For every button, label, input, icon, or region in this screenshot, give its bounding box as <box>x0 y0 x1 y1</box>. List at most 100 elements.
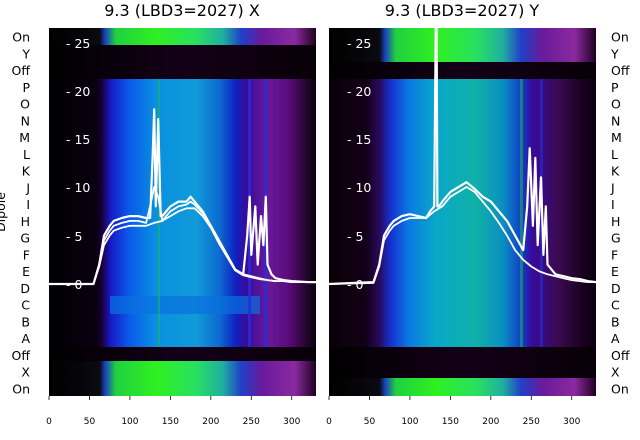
row-label: I <box>611 197 615 212</box>
overlay-y-ticks: - 25 - 20 - 15 - 10 - 5 - 0 <box>66 36 90 292</box>
row-label: C <box>611 298 620 313</box>
chart-title: 9.3 (LBD3=2027) Y <box>385 1 540 20</box>
heatmap-band-dipoles <box>329 79 596 347</box>
row-label: L <box>611 147 618 162</box>
overlay-y-tick: - 20 <box>347 84 371 99</box>
row-label: D <box>611 281 621 296</box>
row-label: H <box>611 214 620 229</box>
overlay-lines <box>49 108 316 286</box>
row-label: O <box>611 97 621 112</box>
row-label: B <box>21 314 30 329</box>
row-label: On <box>611 30 629 45</box>
x-tick-label: 50 <box>84 417 96 427</box>
series-line <box>49 207 316 285</box>
x-tick-label: 300 <box>563 417 580 427</box>
x-tick-label: 0 <box>326 417 332 427</box>
x-tick-label: 150 <box>162 417 179 427</box>
heatmap-band-on-bottom <box>329 378 596 396</box>
x-axis-ticks: 0 50 100 150 200 250 300 <box>326 396 581 427</box>
overlay-y-tick: - 15 <box>347 132 371 147</box>
row-label: G <box>611 231 621 246</box>
chart-title: 9.3 (LBD3=2027) X <box>104 1 260 20</box>
row-label: N <box>21 113 30 128</box>
heatmap-column <box>158 79 160 347</box>
row-label: Off <box>12 63 31 78</box>
row-label: Off <box>611 63 630 78</box>
heatmap-band-off-bottom <box>49 347 316 361</box>
overlay-y-tick: - 20 <box>66 84 90 99</box>
overlay-y-tick: - 25 <box>66 36 90 51</box>
row-label: On <box>12 381 30 396</box>
row-label: X <box>611 365 620 380</box>
row-label: X <box>21 365 30 380</box>
row-label: L <box>23 147 30 162</box>
series-line <box>328 186 596 285</box>
x-tick-label: 50 <box>364 417 376 427</box>
y-axis-label: Dipole <box>0 192 8 232</box>
overlay-y-tick: - 25 <box>347 36 371 51</box>
row-label: Y <box>21 46 30 61</box>
heatmap-band-on-top <box>329 28 596 62</box>
x-tick-label: 100 <box>121 417 138 427</box>
panel-x: 9.3 (LBD3=2027) X - 25 - 20 - 15 - 10 - … <box>0 1 316 427</box>
row-label: On <box>611 381 629 396</box>
row-label: N <box>611 113 620 128</box>
row-label: I <box>26 197 30 212</box>
row-label: G <box>20 231 30 246</box>
series-line <box>49 108 316 286</box>
row-label: D <box>20 281 30 296</box>
row-label: F <box>23 247 30 262</box>
row-label: P <box>22 80 30 95</box>
row-label: F <box>611 247 618 262</box>
row-label: A <box>611 331 620 346</box>
x-tick-label: 150 <box>442 417 459 427</box>
heatmap-area <box>329 28 596 396</box>
row-label: H <box>21 214 30 229</box>
x-tick-label: 250 <box>243 417 260 427</box>
overlay-y-tick: - 10 <box>347 180 371 195</box>
row-label: On <box>12 30 30 45</box>
row-label: P <box>611 80 619 95</box>
x-tick-label: 250 <box>523 417 540 427</box>
series-line <box>328 21 597 286</box>
heatmap-area <box>49 28 316 396</box>
row-label: K <box>611 164 620 179</box>
overlay-y-tick: - 0 <box>347 277 363 292</box>
heatmap-band-off-bottom <box>329 347 596 378</box>
row-label: Y <box>610 46 619 61</box>
overlay-y-tick: - 5 <box>66 229 82 244</box>
x-tick-label: 100 <box>401 417 418 427</box>
heatmap-column <box>520 79 523 347</box>
overlay-y-ticks: - 25 - 20 - 15 - 10 - 5 - 0 <box>347 36 371 292</box>
row-label: C <box>21 298 30 313</box>
row-label: K <box>22 164 31 179</box>
x-tick-label: 200 <box>202 417 219 427</box>
heatmap-band-off-top <box>49 45 316 79</box>
row-label: M <box>19 130 30 145</box>
row-label: Off <box>12 348 31 363</box>
x-tick-label: 300 <box>283 417 300 427</box>
row-label: B <box>611 314 620 329</box>
overlay-y-tick: - 15 <box>66 132 90 147</box>
overlay-y-tick: - 5 <box>347 229 363 244</box>
x-tick-label: 0 <box>46 417 52 427</box>
row-label: E <box>611 264 619 279</box>
x-tick-label: 200 <box>482 417 499 427</box>
row-label: Off <box>611 348 630 363</box>
overlay-y-tick: - 10 <box>66 180 90 195</box>
row-label: J <box>610 180 615 195</box>
heatmap-band-on-top <box>49 28 316 45</box>
heatmap-band-off-top <box>329 62 596 79</box>
row-label: O <box>20 97 30 112</box>
row-label: M <box>611 130 622 145</box>
x-axis-ticks: 0 50 100 150 200 250 300 <box>46 396 301 427</box>
heatmap-band-on-bottom <box>49 361 316 396</box>
row-label: J <box>25 180 30 195</box>
row-label: A <box>21 331 30 346</box>
heatmap-stripe-b <box>110 296 260 314</box>
overlay-lines <box>328 21 597 286</box>
row-label: E <box>22 264 30 279</box>
